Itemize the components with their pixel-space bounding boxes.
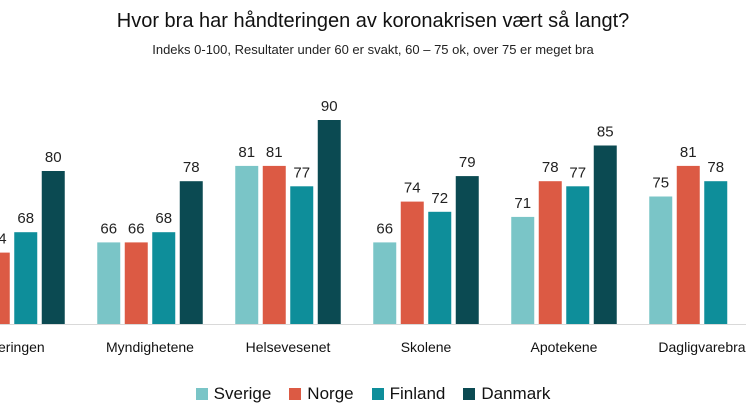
data-label-finland-dagligvarebransjen: 78 bbox=[707, 159, 724, 176]
legend-swatch-sverige bbox=[195, 388, 208, 400]
data-label-sverige-skolene: 66 bbox=[376, 220, 393, 237]
bar-danmark-apotekene bbox=[593, 145, 617, 324]
bar-norge-regjeringen bbox=[0, 252, 10, 324]
legend-swatch-danmark bbox=[463, 388, 476, 400]
data-label-norge-dagligvarebransjen: 81 bbox=[680, 144, 697, 161]
category-label-myndighetene: Myndighetene bbox=[106, 339, 194, 355]
chart-title: Hvor bra har håndteringen av koronakrise… bbox=[116, 10, 630, 32]
legend-item-finland: Finland bbox=[371, 384, 446, 404]
bar-finland-regjeringen bbox=[14, 232, 38, 324]
bar-sverige-helsevesenet bbox=[235, 165, 259, 324]
data-label-finland-skolene: 72 bbox=[431, 190, 448, 207]
chart-subtitle: Indeks 0-100, Resultater under 60 er sva… bbox=[152, 42, 594, 57]
data-label-danmark-apotekene: 85 bbox=[597, 124, 614, 141]
legend-item-danmark: Danmark bbox=[463, 384, 550, 404]
category-label-apotekene: Apotekene bbox=[531, 339, 598, 355]
legend-label-finland: Finland bbox=[389, 384, 446, 403]
legend-swatch-norge bbox=[289, 388, 302, 400]
data-label-finland-apotekene: 77 bbox=[569, 164, 586, 181]
category-label-skolene: Skolene bbox=[401, 339, 452, 355]
category-label-regjeringen: egjeringen bbox=[0, 339, 45, 355]
data-label-danmark-helsevesenet: 90 bbox=[321, 98, 338, 115]
data-label-finland-myndighetene: 68 bbox=[155, 210, 172, 227]
bar-finland-apotekene bbox=[566, 186, 590, 324]
data-label-norge-helsevesenet: 81 bbox=[266, 144, 283, 161]
bar-norge-skolene bbox=[400, 201, 424, 324]
bar-finland-dagligvarebransjen bbox=[704, 181, 728, 324]
bar-norge-myndighetene bbox=[124, 242, 148, 324]
data-label-sverige-helsevesenet: 81 bbox=[238, 144, 255, 161]
data-label-norge-apotekene: 78 bbox=[542, 159, 559, 176]
data-label-sverige-myndighetene: 66 bbox=[100, 220, 117, 237]
data-label-finland-regjeringen: 68 bbox=[17, 210, 34, 227]
bar-danmark-skolene bbox=[455, 176, 479, 324]
bar-finland-myndighetene bbox=[152, 232, 176, 324]
data-label-norge-myndighetene: 66 bbox=[128, 220, 145, 237]
bar-danmark-helsevesenet bbox=[317, 120, 341, 324]
bar-sverige-dagligvarebransjen bbox=[649, 196, 673, 324]
data-label-danmark-myndighetene: 78 bbox=[183, 159, 200, 176]
legend-item-norge: Norge bbox=[289, 384, 354, 404]
data-label-danmark-skolene: 79 bbox=[459, 154, 476, 171]
legend-label-danmark: Danmark bbox=[481, 384, 551, 403]
legend-label-sverige: Sverige bbox=[213, 384, 272, 403]
bar-norge-dagligvarebransjen bbox=[676, 165, 700, 324]
bar-finland-skolene bbox=[428, 211, 452, 324]
bar-danmark-myndighetene bbox=[179, 181, 203, 324]
legend: Sverige Norge Finland Danmark bbox=[0, 384, 746, 404]
legend-label-norge: Norge bbox=[307, 384, 354, 403]
data-label-danmark-regjeringen: 80 bbox=[45, 149, 62, 166]
bar-norge-helsevesenet bbox=[262, 165, 286, 324]
bar-finland-helsevesenet bbox=[290, 186, 314, 324]
bar-sverige-skolene bbox=[373, 242, 397, 324]
category-label-helsevesenet: Helsevesenet bbox=[246, 339, 331, 355]
bar-norge-apotekene bbox=[538, 181, 562, 324]
data-label-sverige-apotekene: 71 bbox=[514, 195, 531, 212]
data-label-finland-helsevesenet: 77 bbox=[293, 164, 310, 181]
data-label-norge-regjeringen: 64 bbox=[0, 231, 7, 248]
category-label-dagligvarebransjen: Dagligvarebra bbox=[658, 339, 745, 355]
legend-item-sverige: Sverige bbox=[195, 384, 272, 404]
data-label-norge-skolene: 74 bbox=[404, 180, 421, 197]
legend-swatch-finland bbox=[371, 388, 384, 400]
bar-sverige-apotekene bbox=[511, 216, 535, 324]
data-label-sverige-dagligvarebransjen: 75 bbox=[652, 175, 669, 192]
bar-danmark-regjeringen bbox=[41, 171, 65, 324]
bar-sverige-myndighetene bbox=[97, 242, 121, 324]
